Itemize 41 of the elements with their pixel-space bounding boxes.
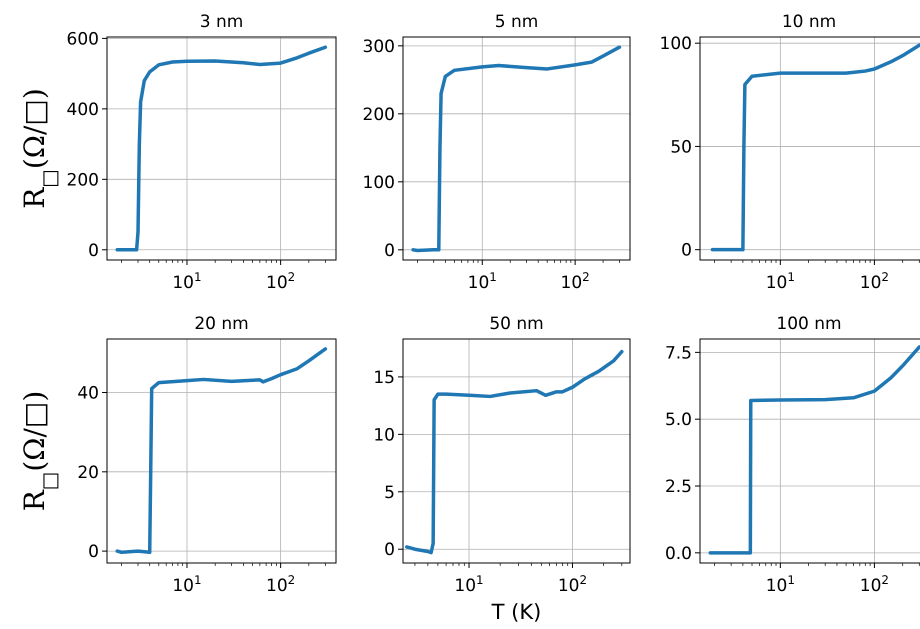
y-tick-label: 20 bbox=[77, 462, 99, 483]
y-tick-label: 2.5 bbox=[664, 477, 692, 498]
y-tick-label: 600 bbox=[66, 29, 99, 50]
y-tick-label: 0 bbox=[681, 240, 692, 261]
y-tick-label: 0 bbox=[384, 540, 395, 560]
y-tick-label: 7.5 bbox=[664, 343, 692, 364]
y-tick-label: 400 bbox=[66, 100, 99, 120]
x-tick-label: 10$^{1}$ bbox=[468, 270, 497, 293]
y-tick-label: 40 bbox=[77, 384, 99, 404]
y-tick-label: 0 bbox=[384, 240, 395, 261]
x-tick-label: 10$^{2}$ bbox=[266, 573, 296, 596]
x-tick-label: 10$^{1}$ bbox=[454, 573, 484, 596]
chart-title: 5 nm bbox=[494, 12, 538, 32]
chart-title: 3 nm bbox=[200, 12, 244, 32]
x-tick-label: 10$^{1}$ bbox=[766, 270, 795, 293]
y-tick-label: 300 bbox=[362, 36, 395, 57]
y-tick-label: 15 bbox=[373, 368, 395, 388]
x-axis-title: T (K) bbox=[490, 600, 542, 624]
y-tick-label: 50 bbox=[670, 137, 692, 158]
x-tick-label: 10$^{1}$ bbox=[172, 270, 202, 293]
chart-title: 50 nm bbox=[489, 314, 544, 334]
y-tick-label: 200 bbox=[362, 104, 395, 125]
x-tick-label: 10$^{1}$ bbox=[172, 573, 202, 596]
y-tick-label: 0.0 bbox=[664, 544, 692, 564]
x-tick-label: 10$^{2}$ bbox=[266, 270, 296, 293]
y-tick-label: 5.0 bbox=[664, 410, 692, 430]
y-tick-label: 200 bbox=[66, 170, 99, 190]
chart-title: 20 nm bbox=[194, 314, 249, 334]
x-tick-label: 10$^{2}$ bbox=[560, 270, 590, 293]
x-tick-label: 10$^{2}$ bbox=[860, 270, 890, 293]
y-tick-label: 5 bbox=[384, 482, 395, 503]
y-tick-label: 0 bbox=[88, 542, 99, 562]
y-tick-label: 10 bbox=[373, 425, 395, 446]
x-tick-label: 10$^{1}$ bbox=[766, 573, 795, 596]
x-tick-label: 10$^{2}$ bbox=[860, 573, 890, 596]
y-tick-label: 100 bbox=[362, 172, 395, 193]
chart-title: 100 nm bbox=[776, 314, 842, 334]
x-tick-label: 10$^{2}$ bbox=[558, 573, 588, 596]
y-tick-label: 0 bbox=[88, 240, 99, 261]
y-tick-label: 100 bbox=[660, 34, 692, 54]
chart-title: 10 nm bbox=[782, 12, 836, 32]
